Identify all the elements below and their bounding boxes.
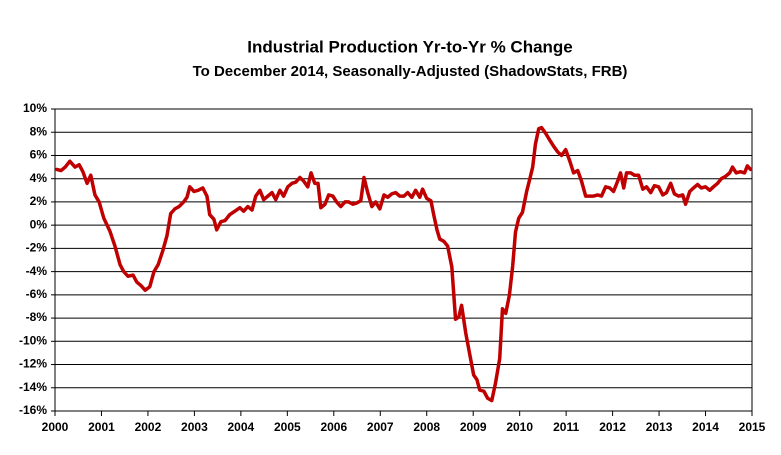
x-tick-label: 2011 bbox=[553, 420, 579, 434]
y-tick-label: -14% bbox=[19, 380, 47, 394]
y-tick-label: 10% bbox=[23, 101, 47, 115]
x-tick-label: 2013 bbox=[646, 420, 673, 434]
chart-title: Industrial Production Yr-to-Yr % Change bbox=[247, 37, 573, 56]
y-tick-label: 6% bbox=[30, 148, 48, 162]
y-tick-label: -6% bbox=[26, 287, 48, 301]
y-tick-label: 4% bbox=[30, 171, 48, 185]
x-tick-label: 2003 bbox=[181, 420, 208, 434]
y-tick-label: -10% bbox=[19, 333, 47, 347]
x-tick-label: 2001 bbox=[88, 420, 115, 434]
plot-border bbox=[54, 108, 753, 412]
x-tick-label: 2004 bbox=[228, 420, 255, 434]
y-tick-label: 8% bbox=[30, 124, 48, 138]
y-tick-label: -8% bbox=[26, 310, 48, 324]
y-tick-label: -16% bbox=[19, 403, 47, 417]
x-tick-label: 2012 bbox=[599, 420, 626, 434]
x-tick-label: 2000 bbox=[42, 420, 69, 434]
x-tick-label: 2014 bbox=[692, 420, 719, 434]
x-tick-label: 2007 bbox=[367, 420, 394, 434]
y-tick-label: -4% bbox=[26, 264, 48, 278]
x-tick-label: 2010 bbox=[506, 420, 533, 434]
x-tick-label: 2005 bbox=[274, 420, 301, 434]
x-tick-label: 2009 bbox=[460, 420, 487, 434]
y-tick-label: 2% bbox=[30, 194, 48, 208]
x-tick-label: 2008 bbox=[413, 420, 440, 434]
y-tick-label: -12% bbox=[19, 357, 47, 371]
x-tick-label: 2006 bbox=[320, 420, 347, 434]
x-tick-label: 2015 bbox=[739, 420, 766, 434]
chart-subtitle: To December 2014, Seasonally-Adjusted (S… bbox=[193, 63, 628, 80]
y-tick-label: -2% bbox=[26, 241, 48, 255]
x-tick-label: 2002 bbox=[135, 420, 162, 434]
data-line bbox=[55, 125, 753, 403]
y-tick-label: 0% bbox=[30, 217, 48, 231]
